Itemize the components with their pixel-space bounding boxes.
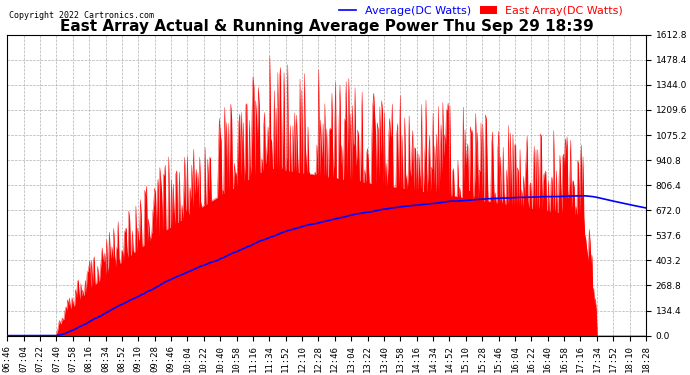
Title: East Array Actual & Running Average Power Thu Sep 29 18:39: East Array Actual & Running Average Powe… [60,19,593,34]
Legend: Average(DC Watts), East Array(DC Watts): Average(DC Watts), East Array(DC Watts) [335,1,628,20]
Text: Copyright 2022 Cartronics.com: Copyright 2022 Cartronics.com [8,11,154,20]
